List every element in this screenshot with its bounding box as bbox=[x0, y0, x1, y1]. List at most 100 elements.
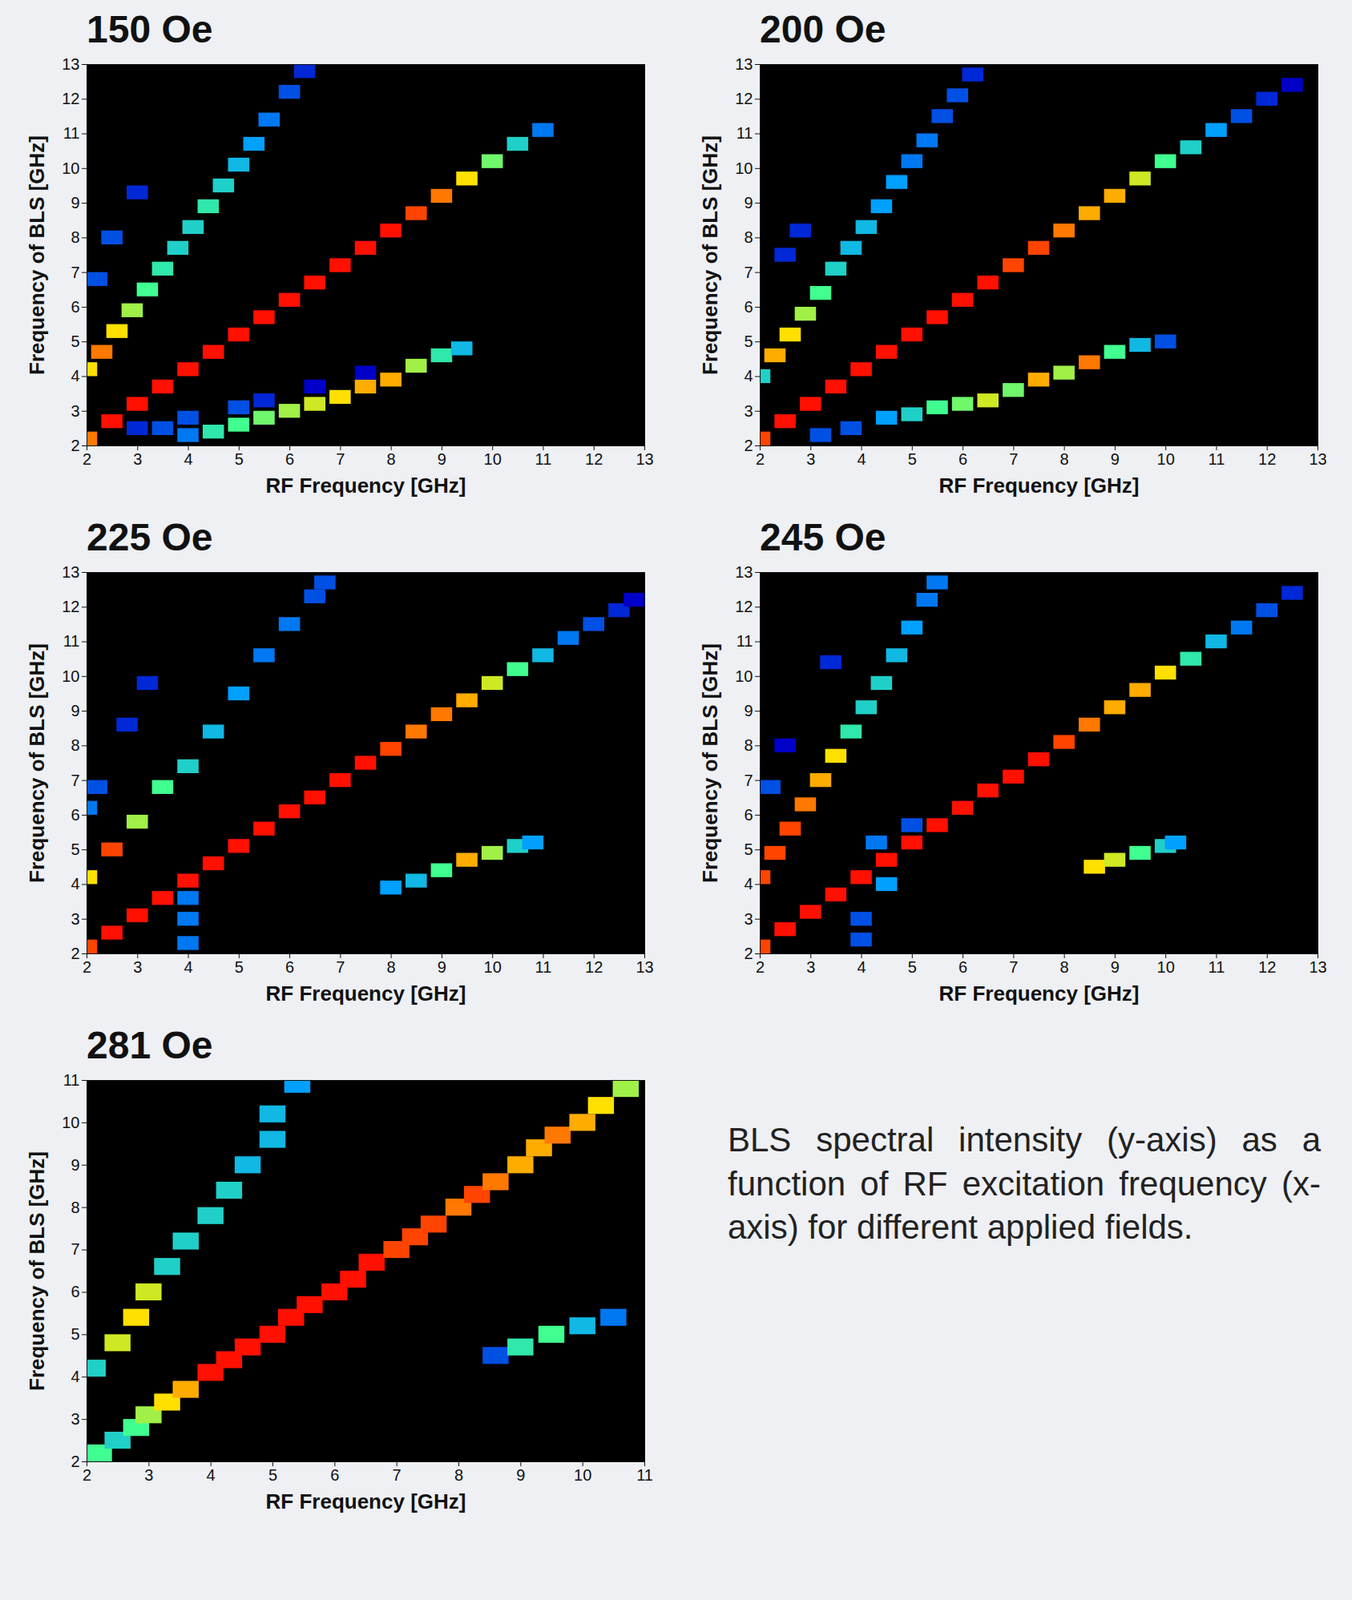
svg-text:8: 8 bbox=[70, 736, 80, 755]
svg-text:11: 11 bbox=[1208, 450, 1226, 469]
svg-text:2: 2 bbox=[755, 450, 765, 469]
svg-text:7: 7 bbox=[1008, 958, 1018, 977]
svg-text:7: 7 bbox=[1008, 450, 1018, 469]
svg-text:5: 5 bbox=[234, 450, 244, 469]
svg-text:11: 11 bbox=[63, 124, 81, 142]
svg-text:8: 8 bbox=[387, 450, 396, 469]
svg-text:10: 10 bbox=[1157, 450, 1175, 469]
svg-text:13: 13 bbox=[635, 958, 654, 977]
svg-text:9: 9 bbox=[437, 958, 447, 977]
svg-text:4: 4 bbox=[206, 1466, 216, 1485]
svg-text:8: 8 bbox=[1060, 450, 1070, 469]
svg-text:8: 8 bbox=[743, 228, 753, 247]
svg-text:3: 3 bbox=[133, 450, 142, 469]
svg-text:12: 12 bbox=[734, 597, 753, 616]
svg-text:7: 7 bbox=[70, 263, 80, 282]
svg-text:9: 9 bbox=[743, 702, 753, 720]
svg-text:11: 11 bbox=[636, 1466, 654, 1485]
svg-text:8: 8 bbox=[743, 736, 753, 755]
svg-text:13: 13 bbox=[635, 450, 654, 469]
svg-text:8: 8 bbox=[454, 1466, 464, 1485]
svg-text:4: 4 bbox=[70, 367, 80, 385]
svg-text:2: 2 bbox=[82, 450, 92, 469]
svg-text:RF Frequency [GHz]: RF Frequency [GHz] bbox=[266, 981, 467, 1006]
svg-text:10: 10 bbox=[61, 159, 80, 178]
svg-text:Frequency of BLS [GHz]: Frequency of BLS [GHz] bbox=[24, 643, 49, 884]
svg-text:6: 6 bbox=[70, 806, 80, 824]
svg-text:7: 7 bbox=[392, 1466, 402, 1485]
svg-text:6: 6 bbox=[70, 298, 80, 316]
svg-text:9: 9 bbox=[516, 1466, 525, 1485]
svg-text:12: 12 bbox=[734, 89, 753, 108]
svg-text:2: 2 bbox=[82, 1466, 92, 1485]
svg-text:2: 2 bbox=[70, 944, 80, 963]
svg-text:6: 6 bbox=[330, 1466, 340, 1485]
svg-text:9: 9 bbox=[70, 1156, 80, 1175]
svg-text:13: 13 bbox=[734, 55, 753, 73]
svg-text:RF Frequency [GHz]: RF Frequency [GHz] bbox=[266, 1489, 467, 1514]
svg-text:6: 6 bbox=[285, 450, 295, 469]
svg-text:10: 10 bbox=[573, 1466, 592, 1485]
svg-text:3: 3 bbox=[806, 450, 816, 469]
svg-text:10: 10 bbox=[484, 450, 502, 469]
svg-text:9: 9 bbox=[437, 450, 447, 469]
svg-text:7: 7 bbox=[743, 263, 753, 282]
svg-text:3: 3 bbox=[70, 1410, 80, 1429]
svg-text:2: 2 bbox=[743, 436, 753, 455]
svg-text:2: 2 bbox=[82, 958, 92, 977]
svg-text:4: 4 bbox=[70, 875, 80, 893]
svg-text:13: 13 bbox=[1308, 450, 1327, 469]
svg-text:3: 3 bbox=[806, 958, 816, 977]
svg-text:9: 9 bbox=[70, 702, 80, 720]
svg-text:3: 3 bbox=[133, 958, 142, 977]
svg-text:4: 4 bbox=[743, 875, 753, 893]
svg-text:3: 3 bbox=[70, 402, 80, 420]
svg-text:4: 4 bbox=[70, 1368, 80, 1386]
svg-text:9: 9 bbox=[70, 193, 80, 212]
svg-text:Frequency of BLS [GHz]: Frequency of BLS [GHz] bbox=[24, 135, 49, 376]
svg-text:2: 2 bbox=[755, 958, 765, 977]
svg-text:5: 5 bbox=[268, 1466, 278, 1485]
svg-text:8: 8 bbox=[70, 1198, 80, 1217]
svg-text:8: 8 bbox=[387, 958, 396, 977]
svg-text:3: 3 bbox=[743, 910, 753, 929]
svg-text:7: 7 bbox=[70, 1240, 80, 1259]
svg-text:7: 7 bbox=[335, 450, 345, 469]
svg-text:Frequency of BLS [GHz]: Frequency of BLS [GHz] bbox=[24, 1151, 49, 1392]
svg-text:6: 6 bbox=[958, 958, 968, 977]
svg-text:5: 5 bbox=[70, 332, 80, 351]
svg-text:3: 3 bbox=[743, 402, 753, 420]
svg-text:11: 11 bbox=[63, 632, 81, 650]
svg-text:12: 12 bbox=[61, 89, 80, 108]
svg-text:7: 7 bbox=[335, 958, 345, 977]
svg-text:11: 11 bbox=[1208, 958, 1226, 977]
svg-text:8: 8 bbox=[70, 228, 80, 247]
svg-text:4: 4 bbox=[856, 958, 866, 977]
svg-text:10: 10 bbox=[61, 667, 80, 686]
svg-text:Frequency of BLS [GHz]: Frequency of BLS [GHz] bbox=[698, 135, 723, 376]
svg-text:RF Frequency [GHz]: RF Frequency [GHz] bbox=[266, 473, 467, 498]
svg-text:4: 4 bbox=[183, 450, 193, 469]
svg-text:11: 11 bbox=[736, 632, 754, 650]
svg-text:4: 4 bbox=[183, 958, 193, 977]
svg-text:8: 8 bbox=[1060, 958, 1070, 977]
svg-text:5: 5 bbox=[70, 840, 80, 859]
svg-text:6: 6 bbox=[743, 806, 753, 824]
svg-text:11: 11 bbox=[535, 958, 553, 977]
svg-text:5: 5 bbox=[908, 450, 917, 469]
svg-text:Frequency of BLS [GHz]: Frequency of BLS [GHz] bbox=[698, 643, 723, 884]
svg-text:6: 6 bbox=[743, 298, 753, 316]
svg-text:2: 2 bbox=[70, 1452, 80, 1471]
svg-text:RF Frequency [GHz]: RF Frequency [GHz] bbox=[939, 981, 1140, 1006]
svg-text:10: 10 bbox=[484, 958, 502, 977]
svg-text:10: 10 bbox=[734, 159, 753, 178]
svg-text:12: 12 bbox=[585, 450, 603, 469]
svg-text:13: 13 bbox=[1308, 958, 1327, 977]
svg-text:10: 10 bbox=[61, 1113, 80, 1132]
svg-text:3: 3 bbox=[70, 910, 80, 929]
svg-text:13: 13 bbox=[61, 55, 80, 73]
svg-text:2: 2 bbox=[70, 436, 80, 455]
svg-text:12: 12 bbox=[585, 958, 603, 977]
svg-text:9: 9 bbox=[743, 193, 753, 212]
svg-text:11: 11 bbox=[535, 450, 553, 469]
